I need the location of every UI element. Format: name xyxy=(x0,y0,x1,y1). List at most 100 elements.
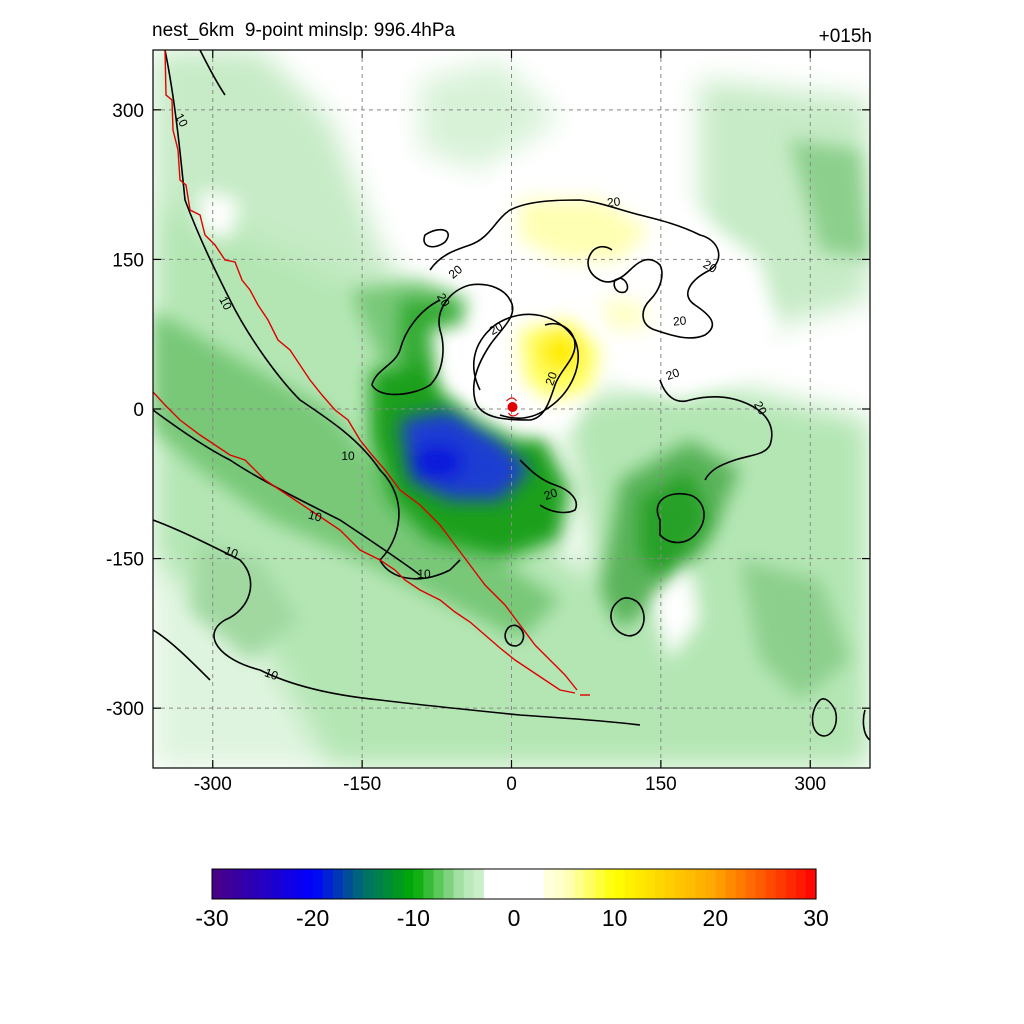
colorbar-bin xyxy=(735,869,747,899)
x-tick-label: -300 xyxy=(194,774,232,795)
colorbar-bin xyxy=(312,869,324,899)
contour-20-small-g xyxy=(613,277,629,294)
colorbar-bin xyxy=(564,869,575,899)
colorbar-bin xyxy=(785,869,797,899)
colorbar-bin xyxy=(322,869,334,899)
x-tick-label: 300 xyxy=(794,774,826,795)
colorbar-bin xyxy=(352,869,364,899)
storm-center-marker xyxy=(506,397,519,417)
colorbar-bin xyxy=(514,869,525,899)
contour-20-small-f xyxy=(423,228,449,248)
y-tick-label: -300 xyxy=(106,699,144,720)
colorbar-tick-label: 10 xyxy=(602,905,628,931)
colorbar-bin xyxy=(463,869,475,899)
contour-20-small-c xyxy=(811,698,838,737)
colorbar-ticks: -30 -20 -10 0 10 20 30 xyxy=(195,905,828,931)
colorbar-bin xyxy=(222,869,233,899)
colorbar-bin xyxy=(685,869,696,899)
contour-label: 20 xyxy=(542,485,560,503)
colorbar-bin xyxy=(232,869,243,899)
colorbar-bin xyxy=(755,869,767,899)
y-tick-label: -150 xyxy=(106,550,144,571)
colorbar-bin xyxy=(745,869,757,899)
colorbar-bin xyxy=(342,869,354,899)
colorbar-tick-label: 0 xyxy=(508,905,521,931)
y-tick-label: 300 xyxy=(112,101,144,122)
colorbar-bin xyxy=(695,869,706,899)
colorbar-bin xyxy=(423,869,435,899)
contour-label: 20 xyxy=(606,194,621,209)
colorbar-bin xyxy=(332,869,344,899)
colorbar-bin xyxy=(604,869,616,899)
contour-label: 10 xyxy=(223,543,241,561)
colorbar-bin xyxy=(453,869,465,899)
coastline-north xyxy=(164,50,578,691)
colorbar-tick-label: -10 xyxy=(397,905,430,931)
contour-label: 20 xyxy=(672,313,687,328)
coastline-south xyxy=(153,391,576,694)
forecast-hour-label: +015h xyxy=(818,26,872,47)
contour-10-south xyxy=(153,519,641,726)
colorbar-bin xyxy=(393,869,404,899)
contour-label: 20 xyxy=(434,291,453,310)
contour-20-southcenter xyxy=(519,459,577,514)
contour-label: 20 xyxy=(664,365,682,383)
x-tick-label: 150 xyxy=(645,774,677,795)
contour-label: 10 xyxy=(216,294,235,313)
colorbar-bin xyxy=(705,869,716,899)
contour-label: 20 xyxy=(487,319,506,338)
colorbar-bin xyxy=(675,869,686,899)
colorbar-tick-label: 20 xyxy=(703,905,729,931)
contour-20-small-a xyxy=(610,597,645,637)
colorbar-bin xyxy=(252,869,263,899)
colorbar-bin xyxy=(443,869,455,899)
colorbar-bin xyxy=(634,869,646,899)
colorbar-tick-label: -30 xyxy=(195,905,228,931)
colorbar-bin xyxy=(795,869,807,899)
colorbar-bin xyxy=(614,869,626,899)
contour-label: 10 xyxy=(341,449,355,463)
colorbar-bin xyxy=(665,869,676,899)
storm-center-dot xyxy=(507,402,518,412)
colorbar-bin xyxy=(403,869,414,899)
colorbar-tick-label: -20 xyxy=(296,905,329,931)
colorbar-bin xyxy=(534,869,545,899)
contour-lines xyxy=(153,50,870,741)
contour-20-small-e xyxy=(199,50,226,96)
colorbar xyxy=(211,868,817,900)
contour-label: 10 xyxy=(417,567,431,581)
colorbar-bin xyxy=(644,869,656,899)
contour-label: 10 xyxy=(172,111,191,130)
colorbar-bin xyxy=(242,869,253,899)
colorbar-frame xyxy=(211,868,817,900)
chart-title: nest_6km 9-point minslp: 996.4hPa xyxy=(152,20,456,41)
contour-20-small-d xyxy=(862,709,870,741)
colorbar-bin xyxy=(624,869,636,899)
colorbar-bin xyxy=(212,869,223,899)
contour-label: 20 xyxy=(701,257,720,276)
storm-swirl-top xyxy=(506,397,517,402)
x-tick-label: -150 xyxy=(343,774,381,795)
colorbar-bin xyxy=(292,869,304,899)
contour-label: 20 xyxy=(751,399,770,418)
colorbar-bin xyxy=(413,869,424,899)
colorbar-bin xyxy=(282,869,294,899)
coastlines xyxy=(153,50,590,696)
contour-20-rightloop xyxy=(656,493,705,544)
colorbar-bin xyxy=(524,869,535,899)
colorbar-bin xyxy=(433,869,445,899)
colorbar-bin xyxy=(805,869,817,899)
colorbar-bin xyxy=(493,869,505,899)
contour-label: 10 xyxy=(263,665,281,683)
colorbar-bin xyxy=(363,869,374,899)
colorbar-bin xyxy=(544,869,555,899)
colorbar-bin xyxy=(574,869,586,899)
colorbar-bin xyxy=(765,869,777,899)
colorbar-bin xyxy=(725,869,737,899)
colorbar-bin xyxy=(554,869,565,899)
colorbar-bin xyxy=(654,869,666,899)
y-axis: -300 -150 0 150 300 xyxy=(106,101,870,720)
y-tick-label: 0 xyxy=(133,400,144,421)
